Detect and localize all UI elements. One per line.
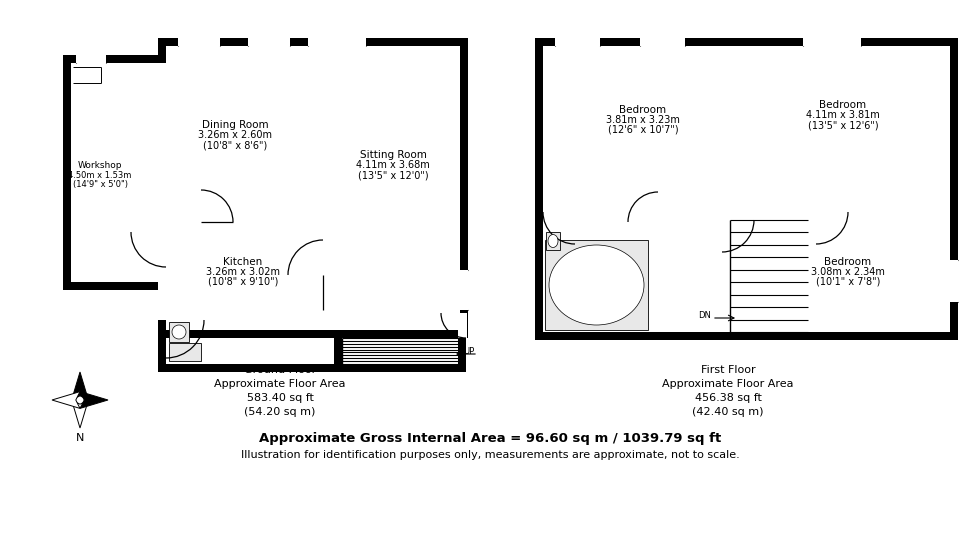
Text: 4.11m x 3.81m: 4.11m x 3.81m xyxy=(807,110,880,120)
Text: 3.08m x 2.34m: 3.08m x 2.34m xyxy=(811,267,885,277)
Bar xyxy=(315,275,324,310)
Text: Sitting Room: Sitting Room xyxy=(360,150,426,160)
Bar xyxy=(315,46,323,330)
Text: (13'5" x 12'0"): (13'5" x 12'0") xyxy=(358,170,428,180)
Text: Bedroom: Bedroom xyxy=(824,257,871,267)
Text: 4.50m x 1.53m: 4.50m x 1.53m xyxy=(69,171,131,179)
Polygon shape xyxy=(72,372,88,400)
Bar xyxy=(71,63,166,282)
Bar xyxy=(248,38,290,46)
Text: First Floor
Approximate Floor Area
456.38 sq ft
(42.40 sq m): First Floor Approximate Floor Area 456.3… xyxy=(662,365,794,417)
Bar xyxy=(158,38,166,338)
Bar xyxy=(950,38,958,340)
Bar xyxy=(169,343,201,361)
Text: 3.81m x 3.23m: 3.81m x 3.23m xyxy=(606,115,680,125)
Text: Dining Room: Dining Room xyxy=(202,120,269,130)
Bar xyxy=(722,220,731,252)
Text: UP: UP xyxy=(463,347,474,356)
Bar xyxy=(342,338,458,364)
Bar xyxy=(545,240,648,330)
Bar xyxy=(166,222,315,230)
Bar xyxy=(650,222,659,252)
Text: Kitchen: Kitchen xyxy=(223,257,263,267)
Bar xyxy=(535,332,958,340)
Text: (12'6" x 10'7"): (12'6" x 10'7") xyxy=(608,125,678,135)
Bar xyxy=(535,38,958,46)
Polygon shape xyxy=(52,392,80,408)
Text: Illustration for identification purposes only, measurements are approximate, not: Illustration for identification purposes… xyxy=(241,450,739,460)
Bar xyxy=(555,38,600,46)
Bar xyxy=(543,212,722,220)
Text: 3.26m x 3.02m: 3.26m x 3.02m xyxy=(206,267,280,277)
Bar xyxy=(158,330,468,338)
Text: Workshop: Workshop xyxy=(77,160,122,170)
Bar xyxy=(169,322,189,342)
Polygon shape xyxy=(80,392,108,408)
Text: Ground Floor
Approximate Floor Area
583.40 sq ft
(54.20 sq m): Ground Floor Approximate Floor Area 583.… xyxy=(215,365,346,417)
Text: (10'8" x 8'6"): (10'8" x 8'6") xyxy=(203,140,268,150)
Bar xyxy=(816,211,848,220)
Bar xyxy=(543,46,950,332)
Text: DN: DN xyxy=(698,311,710,320)
Bar xyxy=(543,211,575,220)
Bar xyxy=(730,220,808,332)
Bar xyxy=(178,38,220,46)
Bar xyxy=(158,232,167,267)
Bar xyxy=(334,330,342,372)
Bar xyxy=(460,270,468,310)
Bar xyxy=(458,313,467,338)
Bar xyxy=(73,67,101,83)
Bar xyxy=(158,364,466,372)
Bar xyxy=(730,212,950,220)
Text: 3.26m x 2.60m: 3.26m x 2.60m xyxy=(198,130,272,140)
Text: 4.11m x 3.68m: 4.11m x 3.68m xyxy=(356,160,430,170)
Bar xyxy=(201,221,233,230)
Bar xyxy=(63,55,71,290)
Text: Bedroom: Bedroom xyxy=(819,100,866,110)
Bar xyxy=(166,338,334,364)
Bar xyxy=(63,282,166,290)
Bar xyxy=(158,338,166,372)
Text: Bedroom: Bedroom xyxy=(619,105,666,115)
Text: (10'8" x 9'10"): (10'8" x 9'10") xyxy=(208,277,278,287)
Ellipse shape xyxy=(549,245,644,325)
Bar xyxy=(308,38,366,46)
Text: (14'9" x 5'0"): (14'9" x 5'0") xyxy=(73,180,127,190)
Text: (13'5" x 12'6"): (13'5" x 12'6") xyxy=(808,120,878,130)
Text: (10'1" x 7'8"): (10'1" x 7'8") xyxy=(815,277,880,287)
Text: N: N xyxy=(75,433,84,443)
Bar xyxy=(808,220,816,340)
Bar xyxy=(803,38,861,46)
Bar xyxy=(722,220,730,340)
Bar xyxy=(650,220,658,332)
Bar xyxy=(158,38,468,46)
Bar xyxy=(950,260,958,302)
Ellipse shape xyxy=(548,234,558,247)
Bar xyxy=(158,282,167,320)
Circle shape xyxy=(172,325,186,339)
Bar xyxy=(535,38,543,340)
Bar xyxy=(460,38,468,338)
Bar xyxy=(722,46,730,332)
Text: Approximate Gross Internal Area = 96.60 sq m / 1039.79 sq ft: Approximate Gross Internal Area = 96.60 … xyxy=(259,432,721,445)
Bar xyxy=(640,38,685,46)
Bar xyxy=(63,55,166,63)
Polygon shape xyxy=(72,400,88,428)
Bar xyxy=(546,232,560,250)
Bar xyxy=(166,46,460,330)
Bar xyxy=(76,55,106,63)
Bar xyxy=(458,338,466,372)
